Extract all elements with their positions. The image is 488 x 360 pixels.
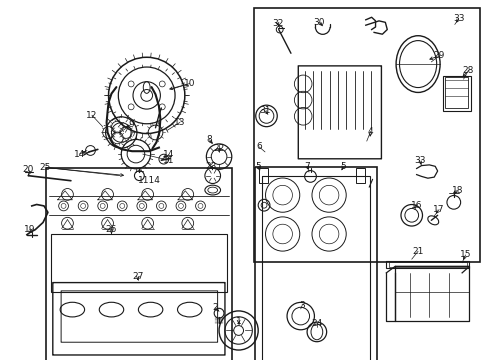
Text: 14: 14 (163, 150, 174, 159)
Text: 23: 23 (205, 162, 217, 171)
Text: 9: 9 (128, 120, 134, 129)
Text: 5: 5 (340, 162, 346, 171)
Bar (254, 8, 479, 262)
Bar (51, 234, 227, 292)
Bar (386, 261, 468, 268)
Text: 31: 31 (259, 107, 270, 115)
Text: 16: 16 (410, 201, 422, 210)
Text: 26: 26 (105, 225, 117, 234)
Text: 7: 7 (304, 162, 309, 171)
Text: 12: 12 (86, 111, 98, 120)
Text: 29: 29 (432, 51, 444, 60)
Text: 13: 13 (174, 118, 185, 127)
Text: 18: 18 (450, 186, 462, 194)
Text: 3: 3 (299, 301, 305, 310)
Text: 32: 32 (271, 19, 283, 28)
Text: 22: 22 (213, 144, 224, 153)
Text: 4: 4 (367, 127, 373, 136)
Text: 14: 14 (73, 150, 85, 158)
Text: 15: 15 (459, 251, 470, 259)
Bar (46, 168, 232, 360)
Bar (255, 167, 376, 360)
Text: 33: 33 (413, 156, 425, 165)
Bar (388, 262, 466, 267)
Text: 27: 27 (132, 272, 143, 281)
Text: 5: 5 (255, 162, 261, 171)
Text: 11: 11 (163, 156, 174, 165)
Text: 33: 33 (452, 14, 464, 23)
Text: 21: 21 (411, 247, 423, 256)
Text: 30: 30 (312, 18, 324, 27)
Bar (442, 76, 470, 111)
Bar (261, 176, 369, 360)
Text: 20: 20 (22, 165, 34, 174)
Text: 24: 24 (310, 319, 322, 328)
Text: 6: 6 (256, 142, 262, 151)
Text: 28: 28 (462, 66, 473, 75)
Text: 10: 10 (183, 79, 195, 88)
Text: 1: 1 (235, 317, 241, 325)
Circle shape (214, 308, 224, 318)
Bar (259, 168, 267, 183)
Text: 2: 2 (212, 303, 218, 312)
Bar (444, 77, 468, 108)
Text: 25: 25 (39, 163, 51, 172)
Text: 17: 17 (432, 205, 444, 214)
Text: 1114: 1114 (138, 176, 160, 185)
Text: 8: 8 (206, 135, 212, 144)
Bar (355, 168, 364, 183)
Text: 19: 19 (23, 225, 35, 234)
